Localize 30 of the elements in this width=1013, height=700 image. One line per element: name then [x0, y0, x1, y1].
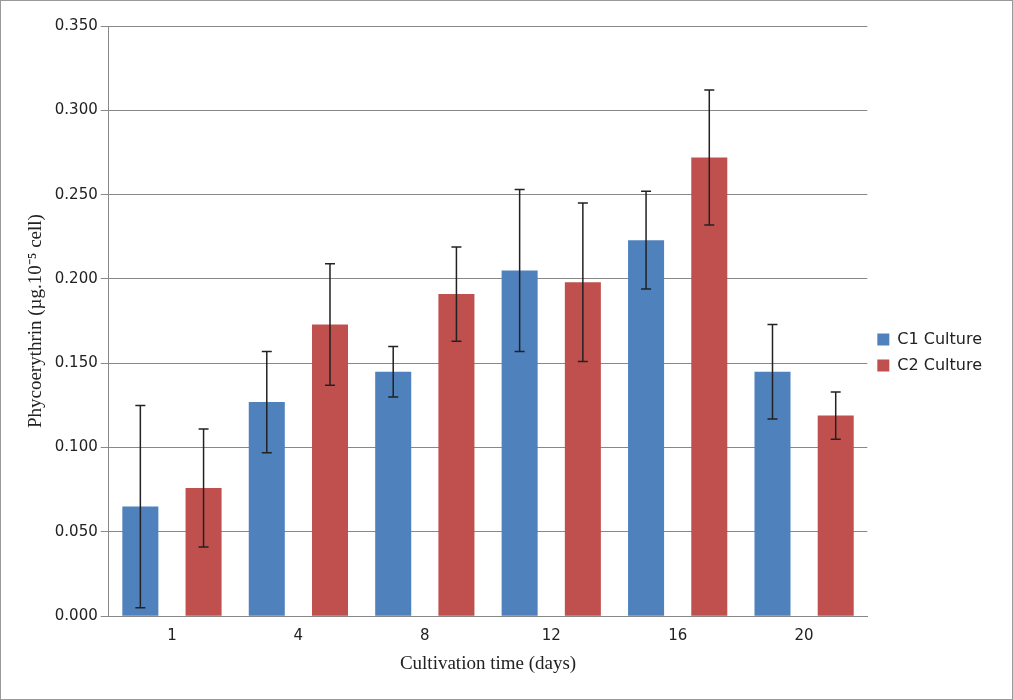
- y-tick-label: 0.050: [54, 521, 98, 540]
- x-axis-title: Cultivation time (days): [399, 651, 577, 674]
- bar: [691, 157, 728, 616]
- y-tick-label: 0.350: [54, 15, 98, 34]
- legend-label: C1 Culture: [897, 328, 983, 348]
- bar: [375, 371, 412, 616]
- bar: [185, 488, 222, 616]
- y-tick-label: 0.000: [54, 606, 98, 625]
- x-tick-label: 16: [668, 626, 688, 645]
- bar: [501, 270, 538, 616]
- bar: [311, 324, 349, 616]
- y-axis-title: Phycoerythrin (µg.10⁻⁵ cell): [24, 214, 47, 429]
- bar: [564, 282, 601, 616]
- x-tick-label: 12: [541, 626, 561, 645]
- bar: [628, 240, 665, 616]
- y-tick-label: 0.200: [54, 268, 98, 287]
- x-tick-label: 20: [794, 626, 814, 645]
- bar: [122, 506, 159, 616]
- x-tick-label: 4: [293, 626, 304, 645]
- bar: [754, 371, 791, 616]
- x-tick-label: 8: [420, 626, 430, 645]
- bar: [438, 294, 475, 616]
- bar: [817, 415, 854, 616]
- x-tick-label: 1: [167, 626, 177, 645]
- bar: [248, 402, 285, 616]
- y-tick-label: 0.300: [54, 100, 98, 119]
- y-tick-label: 0.100: [54, 437, 98, 456]
- y-tick-label: 0.150: [54, 353, 98, 372]
- legend-label: C2 Culture: [897, 354, 983, 374]
- y-tick-label: 0.250: [54, 184, 98, 203]
